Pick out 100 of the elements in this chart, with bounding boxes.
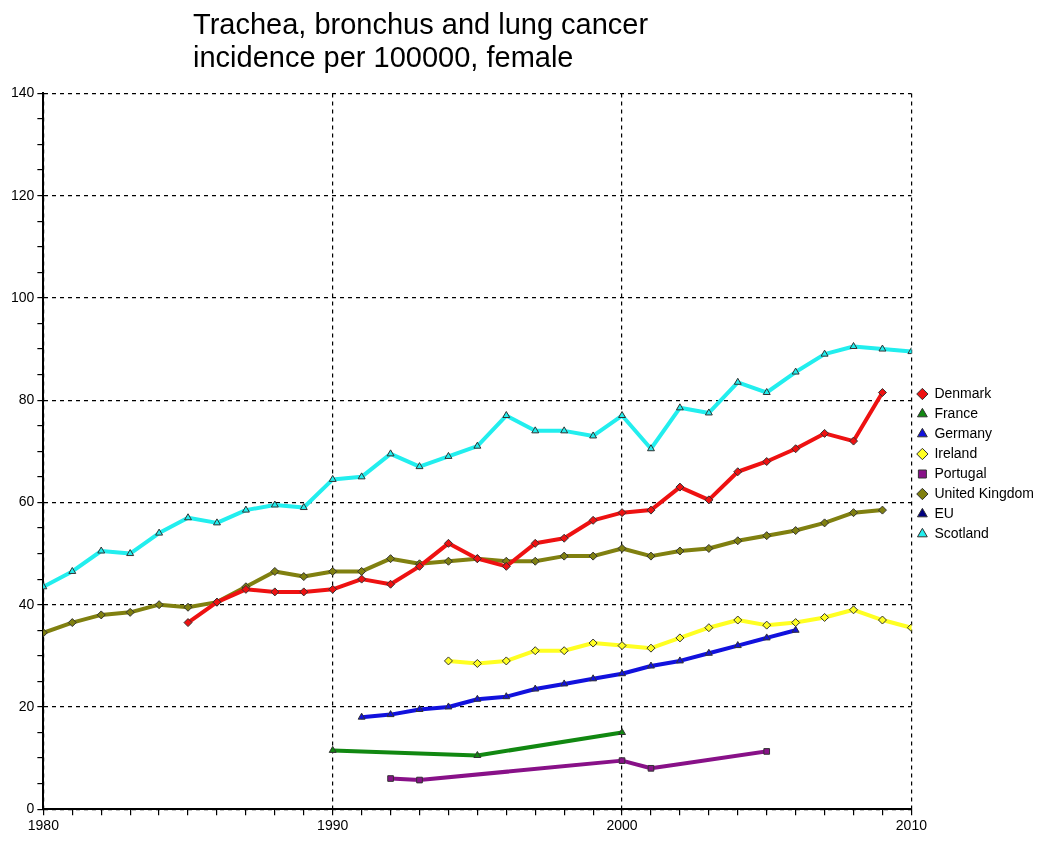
y-tick-label: 0 xyxy=(26,800,35,817)
point xyxy=(501,561,511,571)
point xyxy=(618,757,626,764)
point xyxy=(762,457,772,467)
point xyxy=(386,449,395,457)
y-tick-label: 120 xyxy=(11,186,35,203)
point xyxy=(386,710,395,718)
point xyxy=(530,538,540,548)
point xyxy=(762,633,771,641)
point xyxy=(530,556,540,566)
point xyxy=(96,610,106,620)
point xyxy=(647,661,655,669)
point xyxy=(820,612,830,622)
legend-label: Denmark xyxy=(934,384,993,401)
point xyxy=(97,546,106,554)
point xyxy=(820,428,830,438)
point xyxy=(241,505,250,513)
point xyxy=(357,472,366,480)
point xyxy=(849,605,859,615)
point xyxy=(183,602,193,612)
point xyxy=(820,349,829,357)
point xyxy=(270,587,280,597)
point xyxy=(675,546,685,556)
point xyxy=(589,431,598,439)
y-tick-label: 40 xyxy=(18,595,35,612)
point xyxy=(560,426,569,434)
point xyxy=(791,526,801,536)
legend-label: Scotland xyxy=(934,524,989,541)
point xyxy=(213,518,221,526)
point xyxy=(733,377,742,385)
point xyxy=(791,625,800,633)
point xyxy=(444,451,453,459)
point xyxy=(675,656,684,664)
point xyxy=(588,515,598,525)
point xyxy=(502,411,511,419)
point xyxy=(154,600,164,610)
point xyxy=(559,533,569,543)
point xyxy=(704,543,714,553)
y-tick-label: 100 xyxy=(11,288,35,305)
point xyxy=(559,551,569,561)
point xyxy=(849,508,859,518)
point xyxy=(733,536,743,546)
y-tick-label: 80 xyxy=(18,391,35,408)
x-tick-label: 2000 xyxy=(606,817,638,834)
point xyxy=(473,694,482,702)
point xyxy=(387,775,394,782)
point xyxy=(560,679,569,687)
legend-label: Ireland xyxy=(934,444,978,461)
point xyxy=(472,658,482,668)
point xyxy=(328,566,338,576)
point xyxy=(328,745,337,753)
point xyxy=(762,620,772,630)
point xyxy=(733,467,743,477)
point xyxy=(849,341,858,349)
point xyxy=(415,705,424,712)
point xyxy=(762,531,772,541)
legend-label: EU xyxy=(934,504,954,521)
point xyxy=(502,692,511,700)
point xyxy=(704,648,713,656)
point xyxy=(416,776,423,784)
point xyxy=(878,344,887,352)
point xyxy=(183,618,193,628)
point xyxy=(473,751,482,759)
point xyxy=(617,641,627,651)
point xyxy=(877,615,887,625)
point xyxy=(589,674,598,682)
point xyxy=(444,702,453,710)
point xyxy=(733,615,743,625)
point xyxy=(849,436,859,446)
point xyxy=(646,643,656,653)
point xyxy=(588,551,598,561)
legend-label: France xyxy=(934,404,979,421)
point xyxy=(646,505,656,515)
point xyxy=(386,554,396,564)
point xyxy=(762,388,771,395)
legend-label: Germany xyxy=(934,424,992,441)
legend-label: Portugal xyxy=(934,464,987,481)
point xyxy=(125,607,135,617)
point xyxy=(443,656,453,666)
point xyxy=(126,549,135,557)
point xyxy=(791,367,800,375)
point xyxy=(299,503,308,511)
point xyxy=(675,633,685,643)
point xyxy=(733,641,742,649)
legend-label: United Kingdom xyxy=(934,484,1035,501)
point xyxy=(617,508,627,518)
point xyxy=(877,505,887,515)
point xyxy=(618,411,627,419)
point xyxy=(270,566,280,576)
point xyxy=(618,728,627,736)
point xyxy=(184,513,192,521)
point xyxy=(357,566,367,576)
y-tick-label: 140 xyxy=(11,84,35,101)
point xyxy=(704,623,714,633)
x-tick-label: 1980 xyxy=(27,817,60,834)
point xyxy=(357,574,367,584)
point xyxy=(270,500,279,508)
point xyxy=(675,403,684,411)
point xyxy=(531,684,540,692)
chart-title: Trachea, bronchus and lung cancer incidence per 100000, female xyxy=(193,8,650,75)
